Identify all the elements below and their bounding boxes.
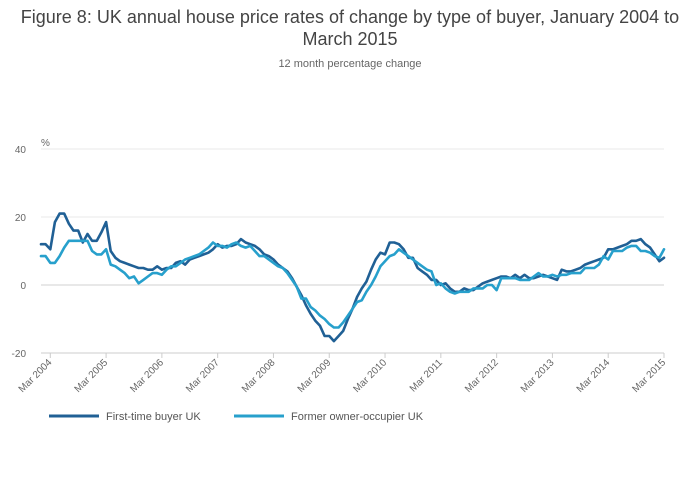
legend-item-1[interactable]: Former owner-occupier UK — [234, 411, 424, 423]
x-tick-label: Mar 2010 — [352, 357, 390, 395]
y-axis-label: % — [41, 138, 50, 149]
gridlines — [41, 148, 664, 354]
y-tick-label: 0 — [20, 281, 26, 292]
x-tick-label: Mar 2009 — [296, 357, 334, 395]
series-line-1 — [39, 239, 666, 329]
x-tick-label: Mar 2007 — [184, 357, 222, 395]
legend-item-0[interactable]: First-time buyer UK — [49, 411, 201, 423]
legend-label: Former owner-occupier UK — [291, 411, 424, 423]
x-tick-label: Mar 2008 — [240, 357, 278, 395]
x-axis: Mar 2004 Mar 2005 Mar 2006 Mar 2007 Mar 2008… — [17, 352, 668, 395]
x-tick-label: Mar 2004 — [17, 357, 55, 395]
legend[interactable]: First-time buyer UK Former owner-occupier… — [49, 411, 424, 423]
x-tick-label: Mar 2013 — [519, 357, 557, 395]
y-tick-label: -20 — [12, 349, 27, 360]
chart-subtitle: 12 month percentage change — [278, 58, 422, 70]
y-tick-label: 20 — [15, 213, 27, 224]
y-axis-ticks: -20 0 20 40 — [12, 145, 27, 360]
y-tick-label: 40 — [15, 145, 27, 156]
x-tick-label: Mar 2014 — [575, 357, 613, 395]
series-lines — [39, 212, 666, 343]
x-tick-label: Mar 2006 — [128, 357, 166, 395]
x-tick-label: Mar 2012 — [463, 357, 501, 395]
x-tick-label: Mar 2015 — [630, 357, 668, 395]
x-tick-label: Mar 2011 — [408, 357, 445, 394]
x-tick-label: Mar 2005 — [73, 357, 111, 395]
chart-title: Figure 8: UK annual house price rates of… — [20, 7, 680, 49]
legend-label: First-time buyer UK — [106, 411, 201, 423]
